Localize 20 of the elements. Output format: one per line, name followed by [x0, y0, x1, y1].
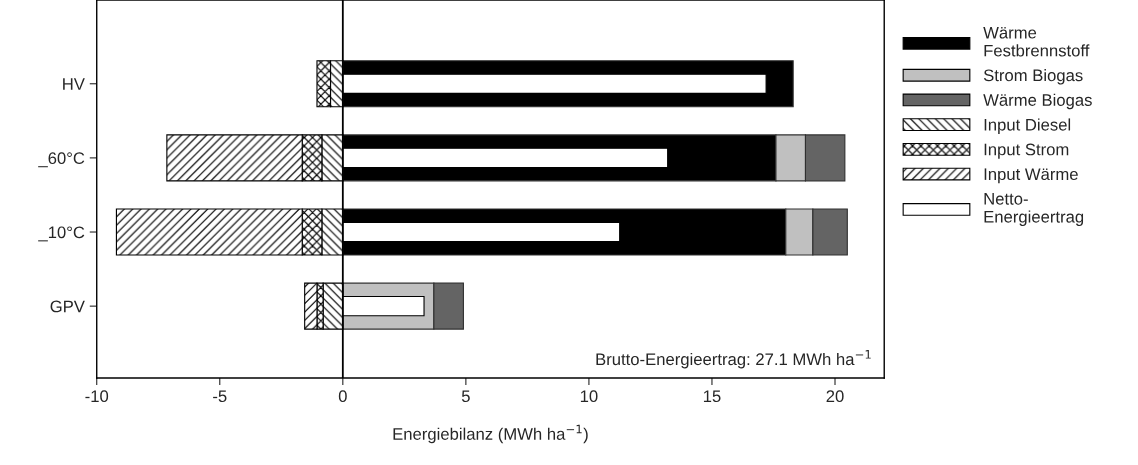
- legend-label: Input Strom: [984, 143, 1069, 159]
- legend-label: Wärme Festbrennstoff: [983, 26, 1090, 57]
- y-tick-label: _60°C: [38, 152, 85, 168]
- x-tick-label: 15: [703, 390, 721, 403]
- x-tick-label: 5: [461, 390, 470, 403]
- x-axis-title: Energiebilanz (MWh ha$^{−1}$): [393, 424, 588, 444]
- y-tick-label: HV: [63, 78, 85, 90]
- x-tick-label: 20: [826, 390, 844, 403]
- legend-label: Input Wärme: [984, 168, 1078, 184]
- legend-label: Input Diesel: [984, 118, 1071, 134]
- x-tick-label: -10: [85, 390, 109, 403]
- annotation: Brutto-Energieertrag: 27.1 MWh ha$^{−1}$: [596, 350, 871, 369]
- legend-label: Wärme Biogas: [983, 93, 1092, 110]
- x-tick-label: -5: [213, 390, 227, 403]
- x-tick-label: 0: [338, 390, 347, 403]
- y-tick-label: GPV: [50, 300, 85, 313]
- x-tick-label: 10: [580, 390, 598, 403]
- y-tick-label: _10°C: [38, 226, 85, 242]
- legend-label: Strom Biogas: [983, 69, 1083, 85]
- legend-label: Netto-Energieertrag: [984, 193, 1084, 226]
